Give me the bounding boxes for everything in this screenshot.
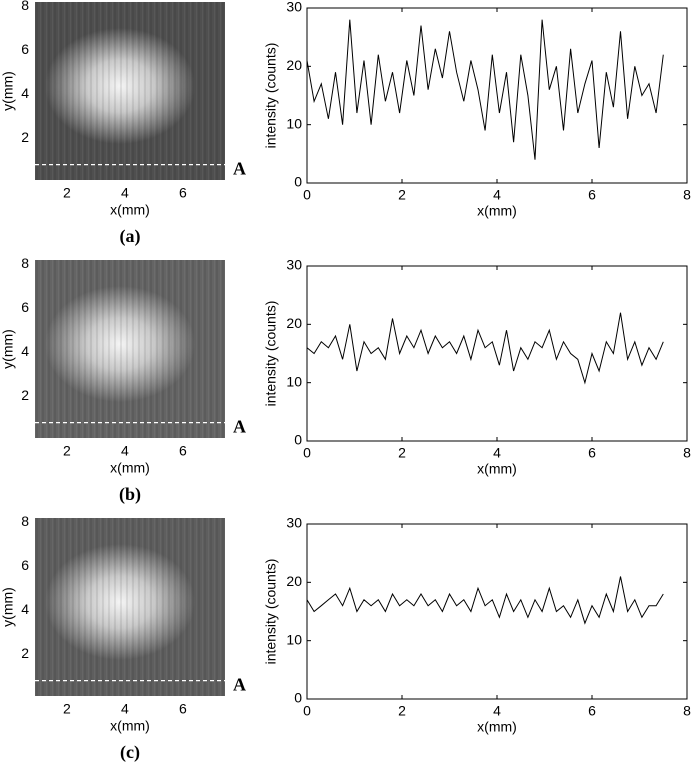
y-tick-label: 10	[286, 115, 302, 131]
x-axis-label: x(mm)	[110, 718, 150, 734]
y-tick-label: 4	[21, 601, 29, 617]
x-tick-label: 6	[179, 701, 187, 717]
intensity-line	[306, 312, 664, 385]
intensity-line	[306, 576, 664, 625]
x-tick-label: 4	[121, 701, 129, 717]
y-tick-label: 6	[21, 557, 29, 573]
y-tick-label: 20	[286, 573, 302, 589]
x-tick-label: 4	[493, 703, 501, 719]
y-axis-label: y(mm)	[0, 329, 16, 369]
y-tick-label: 6	[21, 41, 29, 57]
y-tick-label: 8	[21, 0, 29, 13]
x-tick-label: 6	[179, 443, 187, 459]
x-tick-label: 4	[493, 445, 501, 461]
y-tick-label: 8	[21, 255, 29, 271]
y-tick-label: 0	[294, 432, 302, 448]
y-tick-label: 2	[21, 129, 29, 145]
x-axis-label: x(mm)	[477, 461, 517, 477]
x-tick-label: 0	[303, 445, 311, 461]
x-tick-label: 4	[121, 185, 129, 201]
x-tick-label: 6	[179, 185, 187, 201]
x-tick-label: 0	[303, 703, 311, 719]
y-tick-label: 4	[21, 343, 29, 359]
image-texture	[35, 2, 225, 180]
y-tick-label: 0	[294, 690, 302, 706]
y-axis-label: y(mm)	[0, 71, 16, 111]
y-tick-label: 6	[21, 299, 29, 315]
x-tick-label: 0	[303, 187, 311, 203]
y-tick-label: 8	[21, 513, 29, 529]
annotation: A	[233, 159, 246, 179]
x-tick-label: 8	[683, 445, 691, 461]
caption: (b)	[119, 484, 141, 505]
y-tick-label: 20	[286, 57, 302, 73]
x-tick-label: 2	[398, 187, 406, 203]
image-texture	[35, 518, 225, 696]
y-tick-label: 4	[21, 85, 29, 101]
caption: (a)	[120, 226, 141, 247]
y-tick-label: 30	[286, 257, 302, 273]
x-tick-label: 6	[588, 445, 596, 461]
y-axis-label: intensity (counts)	[263, 43, 279, 149]
caption: (c)	[120, 742, 140, 763]
intensity-line	[306, 19, 664, 160]
x-tick-label: 2	[63, 443, 71, 459]
y-axis-label: intensity (counts)	[263, 559, 279, 665]
y-tick-label: 20	[286, 315, 302, 331]
annotation: A	[233, 417, 246, 437]
y-tick-label: 10	[286, 373, 302, 389]
image-texture	[35, 260, 225, 438]
x-axis-label: x(mm)	[477, 203, 517, 219]
y-tick-label: 10	[286, 631, 302, 647]
annotation: A	[233, 675, 246, 695]
y-axis-label: intensity (counts)	[263, 301, 279, 407]
x-tick-label: 2	[63, 701, 71, 717]
x-tick-label: 2	[398, 445, 406, 461]
x-axis-label: x(mm)	[110, 202, 150, 218]
x-tick-label: 2	[63, 185, 71, 201]
y-tick-label: 0	[294, 174, 302, 190]
y-tick-label: 30	[286, 0, 302, 15]
y-tick-label: 30	[286, 515, 302, 531]
x-tick-label: 6	[588, 187, 596, 203]
y-tick-label: 2	[21, 645, 29, 661]
x-tick-label: 4	[121, 443, 129, 459]
x-tick-label: 4	[493, 187, 501, 203]
x-axis-label: x(mm)	[110, 460, 150, 476]
x-tick-label: 6	[588, 703, 596, 719]
x-axis-label: x(mm)	[477, 719, 517, 735]
y-tick-label: 2	[21, 387, 29, 403]
y-axis-label: y(mm)	[0, 587, 16, 627]
x-tick-label: 2	[398, 703, 406, 719]
x-tick-label: 8	[683, 703, 691, 719]
x-tick-label: 8	[683, 187, 691, 203]
